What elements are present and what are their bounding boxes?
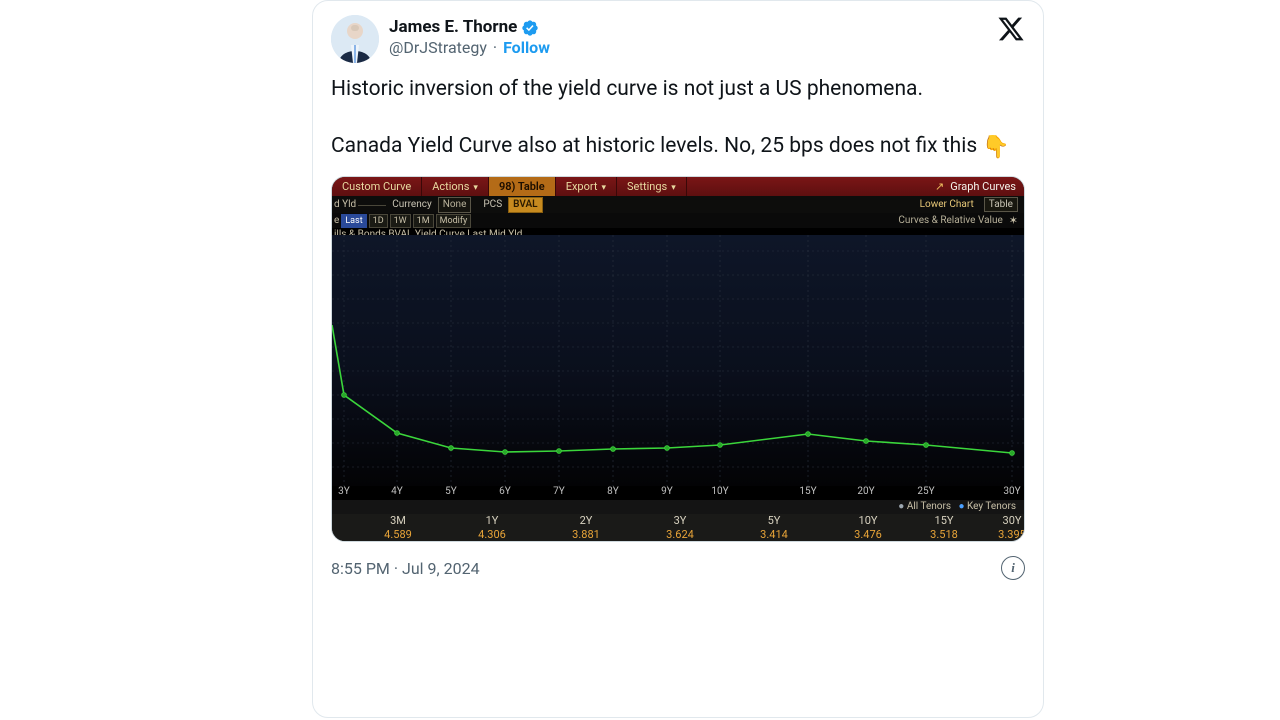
handle[interactable]: @DrJStrategy bbox=[389, 38, 487, 57]
lower-chart-value[interactable]: Table bbox=[984, 197, 1018, 212]
legend-dot-all: ● bbox=[898, 501, 904, 512]
timeframe-button[interactable]: Modify bbox=[436, 214, 472, 228]
value-table-col: 5Y bbox=[768, 514, 781, 527]
x-tick: 6Y bbox=[499, 486, 511, 497]
curves-relative-label: Curves & Relative Value bbox=[898, 215, 1002, 226]
currency-label: Currency bbox=[388, 198, 436, 212]
x-tick: 20Y bbox=[857, 486, 874, 497]
menubar-item[interactable]: Settings▾ bbox=[617, 177, 687, 196]
tweet-card: James E. Thorne @DrJStrategy · Follow Hi… bbox=[312, 0, 1044, 718]
menubar-item[interactable]: Actions▾ bbox=[422, 177, 489, 196]
chevron-down-icon: ▾ bbox=[473, 183, 478, 193]
gear-icon[interactable]: ✶ bbox=[1009, 214, 1018, 227]
value-table-col: 3Y bbox=[674, 514, 687, 527]
x-tick: 7Y bbox=[553, 486, 565, 497]
pcs-value[interactable]: BVAL bbox=[508, 197, 542, 213]
author-block: James E. Thorne @DrJStrategy · Follow bbox=[389, 15, 987, 58]
tweet-timestamp[interactable]: 8:55 PM · Jul 9, 2024 bbox=[331, 559, 480, 578]
row2-left-label: d Yld bbox=[334, 199, 356, 210]
x-tick: 9Y bbox=[661, 486, 673, 497]
terminal-row3: eLast1D1W1MModify Curves & Relative Valu… bbox=[332, 213, 1024, 228]
legend-dot-key: ● bbox=[959, 501, 965, 512]
info-icon[interactable]: i bbox=[1001, 556, 1025, 580]
value-table-col: 15Y bbox=[935, 514, 954, 527]
value-table-val: 3.476 bbox=[854, 528, 882, 541]
timeframe-button[interactable]: 1D bbox=[369, 214, 388, 228]
tweet-text: Historic inversion of the yield curve is… bbox=[331, 75, 1025, 162]
row3-prefix: e bbox=[334, 215, 339, 226]
value-table-col: 1Y bbox=[486, 514, 499, 527]
lower-chart-label: Lower Chart bbox=[920, 199, 974, 210]
value-table-val: 3.881 bbox=[572, 528, 600, 541]
x-tick: 10Y bbox=[711, 486, 728, 497]
terminal-row2: d Yld Currency None PCS BVAL Lower Chart… bbox=[332, 196, 1024, 213]
value-table-col: 30Y bbox=[1003, 514, 1022, 527]
yield-curve-chart bbox=[332, 235, 1024, 486]
tweet-footer: 8:55 PM · Jul 9, 2024 i bbox=[331, 556, 1025, 580]
currency-value[interactable]: None bbox=[438, 197, 472, 213]
chevron-down-icon: ▾ bbox=[671, 183, 676, 193]
graph-curves-label: Graph Curves bbox=[950, 180, 1016, 193]
legend-key-tenors: Key Tenors bbox=[967, 501, 1016, 512]
display-name[interactable]: James E. Thorne bbox=[389, 17, 517, 38]
value-table-val: 3.414 bbox=[760, 528, 788, 541]
x-tick: 5Y bbox=[445, 486, 457, 497]
bloomberg-terminal-embed: Custom CurveActions▾98) TableExport▾Sett… bbox=[331, 176, 1025, 542]
menubar-item[interactable]: 98) Table bbox=[489, 177, 556, 196]
value-table-col: 10Y bbox=[859, 514, 878, 527]
expand-icon[interactable]: ↗ bbox=[935, 180, 944, 193]
menubar-item[interactable]: Custom Curve bbox=[332, 177, 422, 196]
tweet-text-line2: Canada Yield Curve also at historic leve… bbox=[331, 134, 982, 158]
pcs-label: PCS bbox=[479, 198, 506, 212]
value-table-val: 3.395 bbox=[998, 528, 1025, 541]
x-tick: 3Y bbox=[338, 486, 350, 497]
tweet-text-line1: Historic inversion of the yield curve is… bbox=[331, 77, 923, 101]
avatar[interactable] bbox=[331, 15, 379, 63]
value-table-values: 4.589 4.306 3.881 3.624 3.414 3.476 3.518 3.395 bbox=[332, 528, 1024, 542]
legend-all-tenors: All Tenors bbox=[907, 501, 951, 512]
follow-link[interactable]: Follow bbox=[503, 38, 550, 57]
value-table-val: 4.306 bbox=[478, 528, 506, 541]
verified-badge-icon bbox=[521, 19, 539, 37]
value-table-val: 4.589 bbox=[384, 528, 412, 541]
value-table-val: 3.518 bbox=[930, 528, 958, 541]
chevron-down-icon: ▾ bbox=[601, 183, 606, 193]
tweet-header: James E. Thorne @DrJStrategy · Follow bbox=[331, 15, 1025, 63]
chart-legend: ● All Tenors ● Key Tenors bbox=[332, 500, 1024, 514]
value-table-col: 2Y bbox=[580, 514, 593, 527]
x-tick: 25Y bbox=[917, 486, 934, 497]
x-tick: 4Y bbox=[391, 486, 403, 497]
x-tick: 15Y bbox=[799, 486, 816, 497]
terminal-menubar: Custom CurveActions▾98) TableExport▾Sett… bbox=[332, 177, 1024, 196]
timeframe-button[interactable]: 1M bbox=[413, 214, 434, 228]
value-table-val: 3.624 bbox=[666, 528, 694, 541]
pointing-down-emoji: 👇 bbox=[982, 135, 1009, 160]
handle-line: @DrJStrategy · Follow bbox=[389, 38, 987, 58]
separator-dot: · bbox=[493, 38, 497, 57]
value-table-col: 3M bbox=[390, 514, 406, 527]
x-tick: 30Y bbox=[1003, 486, 1020, 497]
x-logo-icon[interactable] bbox=[997, 15, 1025, 43]
timeframe-button[interactable]: 1W bbox=[390, 214, 411, 228]
timeframe-button[interactable]: Last bbox=[341, 214, 366, 228]
value-table-labels: 3M 1Y 2Y 3Y 5Y 10Y 15Y 30Y bbox=[332, 514, 1024, 528]
x-tick: 8Y bbox=[607, 486, 619, 497]
menubar-item[interactable]: Export▾ bbox=[556, 177, 617, 196]
